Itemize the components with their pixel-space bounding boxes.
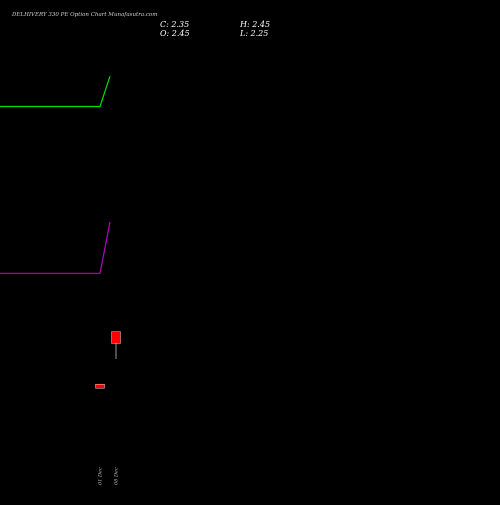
indicator-line-1 bbox=[0, 76, 111, 108]
indicator-line-2 bbox=[0, 221, 111, 274]
candle-body-1 bbox=[95, 384, 105, 389]
x-axis-ticks: 01 Dec 08 Dec bbox=[98, 467, 120, 485]
x-tick-label: 08 Dec bbox=[114, 467, 120, 485]
low-value: L: 2.25 bbox=[239, 29, 268, 38]
candles bbox=[95, 331, 121, 389]
candle-body-2 bbox=[111, 331, 121, 344]
indicator-lines bbox=[0, 76, 111, 274]
open-value: O: 2.45 bbox=[160, 29, 190, 38]
high-value: H: 2.45 bbox=[239, 20, 270, 29]
x-tick-label: 01 Dec bbox=[98, 467, 104, 485]
chart-title: DELHIVERY 330 PE Option Chart Munafasutr… bbox=[11, 12, 157, 18]
close-value: C: 2.35 bbox=[160, 20, 189, 29]
